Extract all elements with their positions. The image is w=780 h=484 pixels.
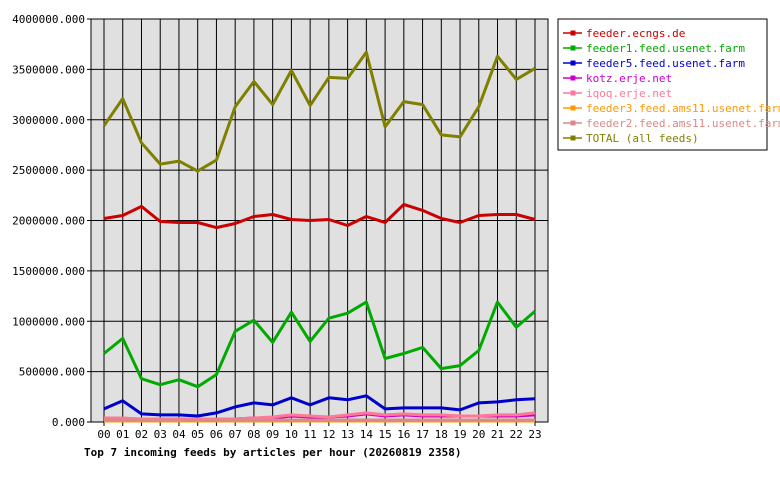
x-tick-label: 04 (172, 428, 186, 441)
legend-box (557, 18, 768, 151)
y-tick-label: 2000000.000 (12, 215, 85, 228)
legend-marker (570, 30, 576, 36)
series-line (102, 50, 536, 173)
series-line (103, 202, 536, 230)
x-tick-label: 13 (341, 428, 354, 441)
x-tick-label: 20 (472, 428, 485, 441)
y-tick-label: 1000000.000 (12, 315, 85, 328)
legend-label: feeder.ecngs.de (586, 27, 685, 40)
y-tick-label: 500000.000 (19, 366, 85, 379)
x-tick-label: 00 (97, 428, 110, 441)
legend: feeder.ecngs.de feeder1.feed.usenet.farm f… (557, 18, 780, 151)
series-line (103, 394, 536, 418)
x-tick-label: 06 (210, 428, 223, 441)
x-tick-label: 19 (453, 428, 466, 441)
x-tick-label: 09 (266, 428, 279, 441)
x-tick-label: 18 (435, 428, 448, 441)
series-lines (102, 50, 536, 423)
legend-label: iqoq.erje.net (586, 87, 672, 100)
legend-marker (570, 75, 576, 81)
x-tick-label: 22 (510, 428, 523, 441)
x-axis-ticks: 00 01 02 03 04 05 06 07 08 09 10 11 12 13 14 15 16 17 18 19… (97, 422, 542, 441)
series-line (103, 300, 536, 389)
x-tick-label: 16 (397, 428, 410, 441)
y-tick-label: 3000000.000 (12, 114, 85, 127)
legend-marker (570, 120, 576, 126)
x-tick-label: 03 (154, 428, 167, 441)
x-tick-label: 10 (285, 428, 298, 441)
y-axis-ticks: 0.000 500000.000 1000000.000 1500000.000 200… (12, 13, 91, 429)
y-tick-label: 0.000 (52, 416, 85, 429)
legend-marker (570, 45, 576, 51)
x-tick-label: 12 (322, 428, 335, 441)
y-tick-label: 3500000.000 (12, 63, 85, 76)
y-tick-label: 1500000.000 (12, 265, 85, 278)
legend-marker (570, 105, 576, 111)
x-tick-label: 02 (135, 428, 148, 441)
legend-marker (570, 60, 576, 66)
y-tick-label: 2500000.000 (12, 164, 85, 177)
legend-marker (570, 90, 576, 96)
legend-label: TOTAL (all feeds) (586, 132, 699, 145)
legend-label: feeder3.feed.ams11.usenet.farm (586, 102, 780, 115)
legend-label: feeder1.feed.usenet.farm (586, 42, 745, 55)
x-tick-label: 01 (116, 428, 129, 441)
x-tick-label: 11 (304, 428, 317, 441)
legend-label: feeder5.feed.usenet.farm (586, 57, 745, 70)
chart-title: Top 7 incoming feeds by articles per hou… (84, 446, 462, 459)
legend-label: feeder2.feed.ams11.usenet.farm (586, 117, 780, 130)
x-tick-label: 07 (229, 428, 242, 441)
x-tick-label: 15 (378, 428, 391, 441)
x-tick-label: 05 (191, 428, 204, 441)
legend-marker (570, 135, 576, 141)
x-tick-label: 21 (491, 428, 504, 441)
x-tick-label: 23 (528, 428, 541, 441)
x-tick-label: 14 (360, 428, 374, 441)
y-tick-label: 4000000.000 (12, 13, 85, 26)
x-tick-label: 17 (416, 428, 429, 441)
legend-label: kotz.erje.net (586, 72, 672, 85)
x-tick-label: 08 (247, 428, 260, 441)
